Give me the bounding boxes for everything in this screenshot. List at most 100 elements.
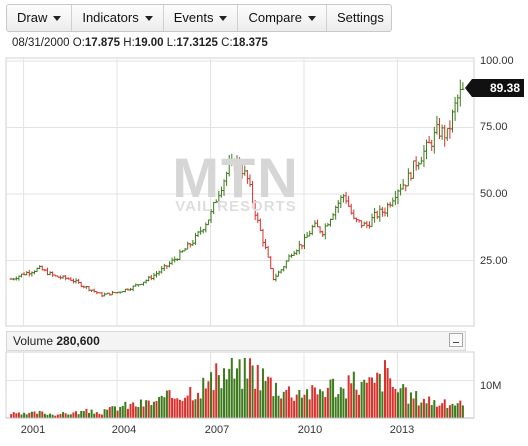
- volume-bar: [207, 381, 210, 418]
- volume-bar: [12, 412, 15, 418]
- volume-bar: [376, 372, 379, 418]
- volume-bar: [337, 394, 340, 418]
- volume-bar: [199, 398, 202, 418]
- volume-bar: [100, 414, 103, 418]
- volume-bar: [173, 398, 176, 418]
- volume-bar: [454, 405, 457, 418]
- draw-menu-label: Draw: [17, 10, 48, 25]
- volume-bar: [62, 412, 65, 418]
- volume-bar: [272, 396, 275, 418]
- volume-bar: [28, 412, 31, 418]
- volume-bar: [391, 386, 394, 418]
- draw-menu-button[interactable]: Draw: [7, 5, 73, 31]
- volume-bar: [264, 381, 267, 418]
- volume-bar: [422, 398, 425, 418]
- volume-bar: [30, 411, 33, 418]
- indicators-menu-button[interactable]: Indicators: [72, 5, 164, 31]
- volume-bar: [417, 405, 420, 418]
- volume-bar: [326, 387, 329, 418]
- volume-bar: [256, 364, 259, 418]
- volume-bar: [41, 411, 44, 418]
- chevron-down-icon: [144, 16, 153, 21]
- volume-bar: [396, 392, 399, 418]
- volume-bar: [254, 388, 257, 418]
- x-tick-label: 2007: [204, 424, 230, 436]
- volume-bar: [106, 409, 109, 418]
- volume-bar: [394, 388, 397, 418]
- volume-bar: [428, 396, 431, 418]
- settings-button[interactable]: Settings: [327, 5, 394, 31]
- volume-bar: [38, 410, 41, 418]
- volume-bar: [459, 400, 462, 418]
- volume-bar: [217, 375, 220, 418]
- settings-label: Settings: [336, 10, 384, 25]
- volume-bar: [352, 371, 355, 418]
- volume-bar: [355, 389, 358, 418]
- volume-bar: [350, 383, 353, 418]
- volume-bar: [67, 414, 70, 418]
- last-price-badge: 89.38: [472, 79, 524, 97]
- volume-bar: [373, 382, 376, 418]
- volume-bar: [132, 402, 135, 418]
- volume-bar: [456, 403, 459, 418]
- chart-toolbar: Draw Indicators Events Compare Settings: [6, 4, 392, 32]
- volume-bar: [46, 414, 49, 418]
- volume-bar: [168, 390, 171, 418]
- volume-bar: [202, 377, 205, 418]
- volume-bar: [295, 394, 298, 418]
- events-menu-button[interactable]: Events: [164, 5, 239, 31]
- collapse-volume-button[interactable]: [449, 333, 463, 347]
- volume-bar: [311, 385, 314, 418]
- volume-bar: [158, 396, 161, 418]
- volume-bar: [267, 376, 270, 418]
- volume-bar: [126, 408, 129, 418]
- volume-bar: [10, 414, 13, 418]
- compare-menu-label: Compare: [248, 10, 302, 25]
- price-plot-frame: [5, 57, 475, 327]
- volume-bar: [80, 410, 83, 418]
- volume-bar: [381, 391, 384, 418]
- volume-bar: [435, 406, 438, 418]
- x-tick-label: 2013: [389, 424, 415, 436]
- volume-value: 280,600: [56, 334, 100, 348]
- compare-menu-button[interactable]: Compare: [238, 5, 327, 31]
- volume-bar: [72, 412, 75, 418]
- volume-bar: [269, 377, 272, 418]
- volume-bar: [210, 372, 213, 418]
- y-tick-label: 75.00: [480, 121, 508, 133]
- volume-bar: [298, 390, 301, 418]
- high-label: H:: [123, 37, 135, 49]
- volume-bar: [324, 397, 327, 418]
- volume-bar: [334, 397, 337, 418]
- volume-bar: [54, 415, 57, 418]
- volume-bar: [446, 407, 449, 418]
- volume-bar: [150, 405, 153, 418]
- volume-bar: [415, 391, 418, 418]
- volume-bar: [261, 368, 264, 418]
- volume-bar: [181, 401, 184, 418]
- volume-bar: [88, 412, 91, 418]
- x-tick-label: 2001: [20, 424, 46, 436]
- volume-bar: [82, 411, 85, 418]
- volume-bar: [220, 388, 223, 418]
- high-value: 19.00: [134, 37, 164, 49]
- volume-bar: [412, 398, 415, 418]
- volume-bar: [277, 395, 280, 418]
- volume-bar: [77, 414, 80, 418]
- volume-bar: [194, 399, 197, 418]
- volume-bar: [383, 360, 386, 418]
- volume-bar: [308, 399, 311, 418]
- volume-bar: [329, 379, 332, 418]
- volume-bar: [363, 379, 366, 418]
- volume-bar: [251, 365, 254, 418]
- volume-bar: [404, 387, 407, 418]
- volume-bar: [402, 384, 405, 418]
- volume-bar: [108, 406, 111, 418]
- volume-bar: [461, 405, 464, 418]
- volume-bar: [134, 406, 137, 418]
- volume-bar: [368, 377, 371, 418]
- volume-bar: [171, 397, 174, 418]
- volume-bar: [371, 377, 374, 418]
- volume-bar: [303, 394, 306, 418]
